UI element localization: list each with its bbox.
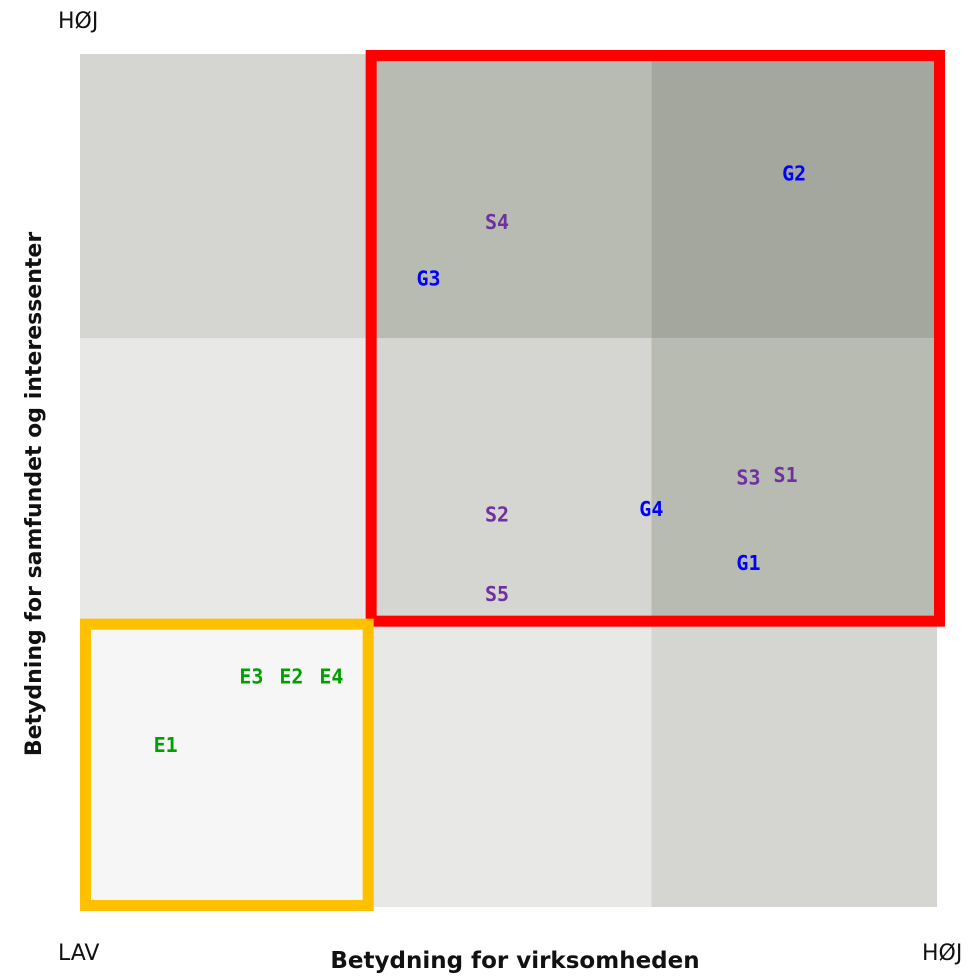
matrix-cell-r1-c0 [80, 338, 366, 623]
point-label-s4: S4 [485, 210, 509, 234]
highlight-boxes [80, 50, 945, 912]
matrix-cells [80, 54, 937, 907]
data-points: E1 E2 E3 E4 S1 S2 S3 S4 S5 G1 G2 G3 G4 [154, 161, 807, 757]
y-axis-title: Betydning for samfundet og interessenter [22, 231, 47, 757]
matrix-cell-r0-c1 [365, 54, 652, 339]
point-label-g4: G4 [639, 497, 663, 521]
point-label-g2: G2 [782, 161, 806, 185]
point-label-s1: S1 [774, 463, 798, 487]
y-axis-high-label: HØJ [58, 9, 99, 34]
matrix-cell-r0-c0 [80, 54, 366, 339]
x-axis-low-label: LAV [58, 941, 100, 966]
highlight-box-red [365, 50, 945, 627]
point-label-e4: E4 [319, 665, 343, 689]
point-label-g3: G3 [416, 267, 440, 291]
point-label-s2: S2 [485, 503, 509, 527]
point-label-e3: E3 [239, 665, 263, 689]
highlight-box-yellow [80, 618, 374, 912]
x-axis-high-label: HØJ [922, 941, 963, 966]
matrix-cell-r1-c1 [365, 338, 652, 623]
x-axis-title: Betydning for virksomheden [330, 948, 700, 974]
point-label-g1: G1 [736, 551, 760, 575]
matrix-cell-r2-c2 [651, 622, 937, 907]
matrix-cell-r2-c1 [365, 622, 652, 907]
matrix-cell-r0-c2 [651, 54, 937, 339]
point-label-s3: S3 [736, 466, 760, 490]
matrix-cell-r1-c2 [651, 338, 937, 623]
matrix-cell-r2-c0 [80, 622, 366, 907]
point-label-e1: E1 [154, 733, 178, 757]
point-label-e2: E2 [279, 665, 303, 689]
point-label-s5: S5 [485, 582, 509, 606]
